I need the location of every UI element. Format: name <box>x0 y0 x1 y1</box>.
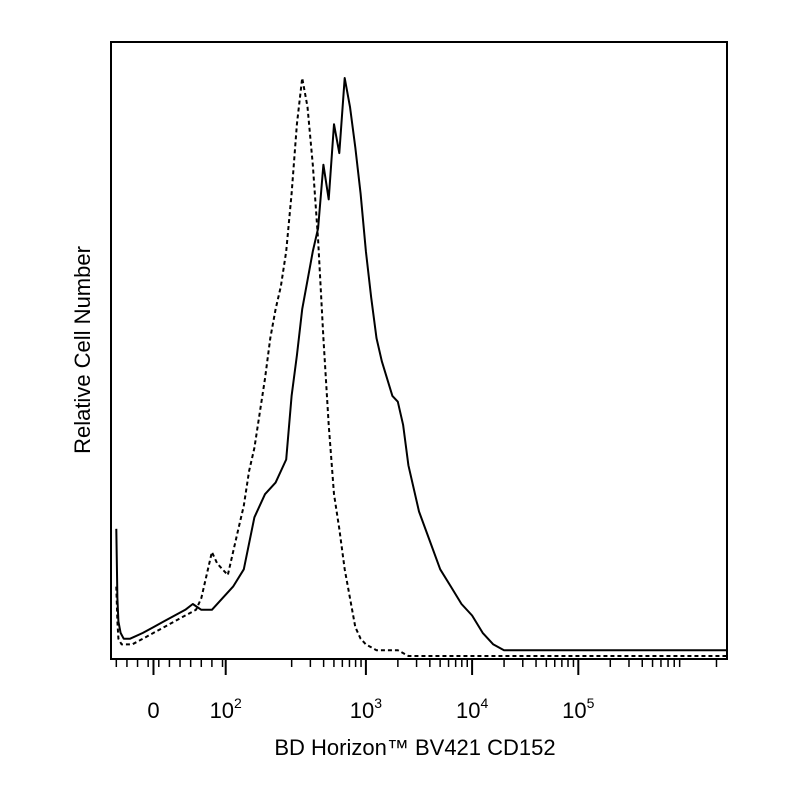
x-tick-label: 103 <box>350 695 382 723</box>
plot-frame <box>110 41 728 660</box>
x-axis-title: BD Horizon™ BV421 CD152 <box>274 735 555 760</box>
x-tick-label: 0 <box>147 698 159 723</box>
y-axis-title: Relative Cell Number <box>70 246 95 454</box>
series-line-solid <box>115 77 727 652</box>
x-tick-label: 104 <box>456 695 488 723</box>
major-ticks <box>152 659 580 675</box>
minor-ticks <box>115 659 718 667</box>
x-tick-label: 105 <box>562 695 594 723</box>
series-line-dashed <box>115 77 727 657</box>
x-tick-label: 102 <box>210 695 242 723</box>
series-layer <box>115 77 727 657</box>
x-tick-labels: 0 102 103 104 105 <box>147 695 594 723</box>
